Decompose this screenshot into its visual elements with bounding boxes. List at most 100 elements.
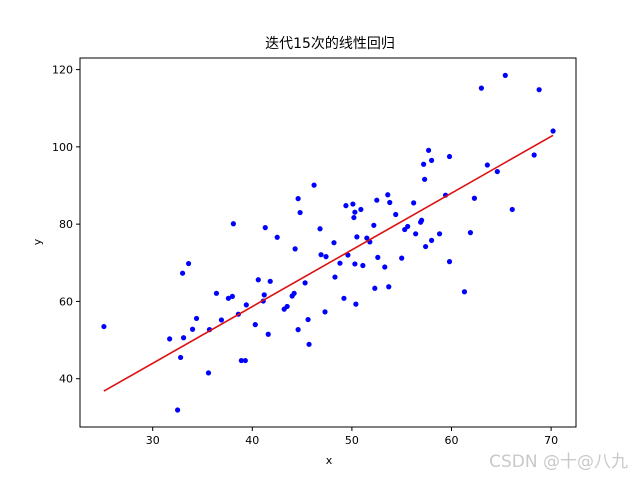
points-layer: [101, 72, 556, 413]
data-point: [317, 226, 323, 232]
data-point: [343, 203, 349, 209]
x-tick-label: 70: [544, 434, 558, 447]
data-point: [428, 237, 435, 243]
data-point: [267, 278, 273, 284]
data-point: [331, 240, 337, 246]
y-tick-label: 40: [59, 373, 73, 386]
y-tick-label: 60: [59, 295, 73, 308]
data-point: [422, 176, 428, 182]
chart-title: 迭代15次的线性回归: [265, 35, 395, 52]
data-point: [550, 128, 556, 134]
data-point: [213, 290, 220, 296]
data-point: [360, 262, 366, 269]
data-point: [318, 252, 324, 258]
data-point: [252, 322, 258, 328]
y-axis-ticks: 40 60 80 100 120: [52, 64, 80, 386]
data-point: [423, 243, 429, 250]
data-point: [295, 196, 301, 202]
data-point: [230, 221, 236, 227]
data-point: [352, 209, 358, 215]
data-point: [306, 341, 312, 347]
x-axis-label: x: [326, 454, 333, 467]
data-point: [225, 295, 232, 301]
data-point: [189, 326, 196, 332]
data-point: [399, 255, 405, 261]
data-point: [177, 354, 184, 361]
data-point: [354, 234, 360, 240]
data-point: [262, 225, 268, 231]
data-point: [385, 192, 391, 198]
y-tick-label: 120: [52, 64, 73, 77]
data-point: [387, 199, 393, 206]
x-tick-label: 30: [146, 434, 160, 447]
data-point: [238, 357, 244, 364]
data-point: [193, 315, 200, 322]
data-point: [323, 254, 329, 260]
data-point: [274, 234, 280, 240]
data-point: [167, 336, 173, 342]
data-point: [536, 87, 542, 93]
data-point: [411, 200, 417, 206]
data-point: [375, 254, 381, 260]
axes-frame: [79, 57, 577, 428]
x-tick-label: 50: [345, 434, 359, 447]
data-point: [350, 201, 356, 207]
data-point: [242, 357, 248, 364]
regression-line-layer: [103, 134, 554, 392]
data-point: [101, 323, 107, 330]
data-point: [484, 162, 490, 168]
data-point: [446, 259, 453, 265]
y-tick-label: 80: [59, 218, 73, 231]
data-point: [332, 274, 338, 280]
data-point: [175, 407, 181, 413]
data-point: [386, 284, 392, 290]
data-point: [322, 309, 328, 315]
data-point: [436, 231, 443, 237]
x-tick-label: 60: [445, 434, 459, 447]
data-point: [218, 317, 225, 323]
x-tick-label: 40: [245, 434, 259, 447]
data-point: [371, 222, 377, 228]
data-point: [421, 161, 427, 167]
data-point: [351, 214, 357, 221]
data-point: [295, 327, 301, 333]
data-point: [341, 295, 347, 301]
y-tick-label: 100: [52, 141, 73, 154]
data-point: [471, 195, 478, 201]
x-axis-ticks: 30 40 50 60 70: [146, 427, 558, 447]
watermark: CSDN @十@八九: [489, 452, 628, 472]
data-point: [382, 264, 388, 270]
data-point: [364, 235, 370, 241]
data-point: [179, 270, 186, 276]
data-point: [461, 289, 468, 295]
data-point: [284, 303, 290, 310]
data-point: [467, 230, 474, 236]
data-point: [393, 211, 399, 218]
data-point: [337, 260, 343, 266]
data-point: [302, 280, 308, 286]
data-point: [205, 370, 212, 376]
data-point: [428, 157, 435, 163]
regression-line: [103, 134, 554, 392]
data-point: [311, 182, 317, 188]
data-point: [352, 261, 358, 267]
data-point: [478, 85, 484, 91]
data-point: [255, 277, 261, 283]
data-point: [358, 206, 364, 213]
data-point: [265, 331, 271, 337]
data-point: [494, 168, 500, 175]
data-point: [180, 335, 187, 341]
data-point: [353, 301, 359, 307]
data-point: [185, 260, 192, 267]
data-point: [292, 246, 298, 252]
data-point: [509, 206, 515, 213]
data-point: [261, 292, 267, 298]
data-point: [446, 153, 453, 160]
data-point: [372, 285, 378, 291]
data-point: [305, 316, 311, 323]
data-point: [374, 197, 380, 203]
data-point: [405, 223, 411, 230]
data-point: [531, 152, 537, 158]
